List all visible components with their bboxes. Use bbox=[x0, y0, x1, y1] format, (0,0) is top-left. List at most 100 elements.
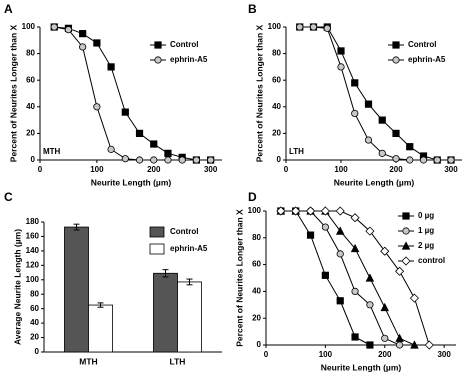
x-tick-label: 0 bbox=[38, 165, 43, 174]
y-tick-label: 80 bbox=[252, 233, 261, 242]
data-point bbox=[409, 293, 420, 303]
legend-label: Control bbox=[170, 40, 198, 49]
data-point bbox=[309, 23, 318, 31]
y-tick-label: 100 bbox=[268, 22, 282, 31]
data-point bbox=[93, 39, 101, 47]
x-tick-label: 100 bbox=[334, 165, 348, 174]
data-point bbox=[93, 103, 101, 111]
legend-swatch bbox=[149, 243, 165, 255]
data-point bbox=[150, 156, 158, 164]
x-tick-label: 300 bbox=[204, 165, 218, 174]
data-point bbox=[323, 24, 331, 32]
series-line bbox=[280, 210, 415, 346]
legend-label: 2 µg bbox=[418, 241, 434, 250]
x-axis-title: Neurite Length (µm) bbox=[91, 177, 172, 187]
data-point bbox=[135, 156, 144, 164]
data-point bbox=[406, 156, 414, 164]
y-tick-label: 0 bbox=[35, 347, 40, 356]
data-point bbox=[321, 223, 329, 231]
legend-marker bbox=[401, 256, 411, 266]
legend-label: 1 µg bbox=[418, 226, 434, 235]
data-point bbox=[351, 287, 359, 295]
bar bbox=[64, 226, 89, 353]
legend-label: ephrin-A5 bbox=[170, 244, 208, 253]
legend-label: Control bbox=[408, 40, 436, 49]
legend-label: 0 µg bbox=[418, 211, 434, 220]
data-point bbox=[366, 341, 374, 349]
y-tick-label: 60 bbox=[30, 304, 39, 313]
data-point bbox=[366, 301, 374, 309]
x-tick-label: 100 bbox=[90, 165, 104, 174]
data-point bbox=[365, 273, 375, 282]
data-point bbox=[305, 206, 316, 216]
error-bar bbox=[162, 269, 169, 278]
y-axis-title: Average Neurite Length (µm) bbox=[12, 229, 22, 345]
data-point bbox=[364, 136, 373, 144]
data-point bbox=[50, 23, 58, 31]
y-tick-label: 0 bbox=[257, 340, 262, 349]
data-point bbox=[364, 100, 373, 108]
x-tick-label: 0 bbox=[264, 350, 269, 359]
data-point bbox=[336, 297, 344, 305]
bar bbox=[153, 272, 178, 353]
data-point bbox=[351, 109, 359, 118]
x-tick-label: 300 bbox=[444, 165, 458, 174]
data-point bbox=[121, 108, 129, 116]
data-point bbox=[121, 155, 129, 163]
x-axis-title: Neurite Length (µm) bbox=[321, 362, 402, 372]
x-tick-label: 200 bbox=[389, 165, 403, 174]
legend-marker bbox=[392, 56, 400, 64]
panel-label: C bbox=[4, 190, 13, 204]
x-tick-label: 200 bbox=[378, 350, 392, 359]
data-point bbox=[291, 206, 301, 216]
y-tick-label: 140 bbox=[26, 246, 40, 255]
data-point bbox=[365, 226, 375, 236]
y-tick-label: 100 bbox=[22, 22, 36, 31]
data-point bbox=[164, 156, 172, 164]
annotation: LTH bbox=[289, 147, 304, 156]
data-point bbox=[350, 213, 360, 223]
y-tick-label: 60 bbox=[252, 260, 261, 269]
data-point bbox=[79, 30, 87, 38]
y-tick-label: 40 bbox=[26, 102, 35, 111]
legend-marker bbox=[392, 41, 400, 49]
data-point bbox=[351, 79, 359, 87]
legend-label: ephrin-A5 bbox=[408, 55, 446, 64]
error-bar bbox=[186, 278, 193, 286]
data-point bbox=[395, 333, 404, 342]
data-point bbox=[392, 155, 400, 163]
y-tick-label: 20 bbox=[26, 129, 35, 138]
y-tick-label: 180 bbox=[26, 217, 40, 226]
data-point bbox=[320, 206, 330, 216]
data-point bbox=[306, 231, 315, 239]
data-point bbox=[350, 243, 360, 253]
y-tick-label: 160 bbox=[26, 232, 40, 241]
error-bar bbox=[73, 223, 80, 231]
y-tick-label: 100 bbox=[26, 275, 40, 284]
y-axis-title: Percent of Neurites Longer than X bbox=[8, 24, 18, 162]
y-axis-title: Percent of Neurites Longer than X bbox=[234, 209, 244, 347]
data-point bbox=[337, 47, 345, 55]
data-point bbox=[433, 156, 441, 164]
data-point bbox=[335, 226, 345, 235]
data-point bbox=[337, 63, 345, 71]
y-tick-label: 40 bbox=[30, 318, 39, 327]
data-point bbox=[395, 341, 404, 349]
data-point bbox=[64, 26, 73, 34]
data-point bbox=[276, 206, 286, 216]
y-axis-title: Percent of Neurites Longer than X bbox=[254, 24, 264, 162]
data-point bbox=[395, 266, 405, 276]
data-point bbox=[107, 145, 115, 153]
y-tick-label: 20 bbox=[272, 129, 281, 138]
data-point bbox=[378, 116, 386, 124]
data-point bbox=[79, 43, 87, 51]
legend-marker bbox=[154, 56, 162, 64]
y-tick-label: 40 bbox=[272, 102, 281, 111]
data-point bbox=[178, 156, 186, 164]
panel-label: D bbox=[248, 190, 257, 204]
data-point bbox=[296, 23, 304, 31]
legend-marker bbox=[402, 227, 410, 235]
data-point bbox=[447, 156, 455, 164]
panel-label: A bbox=[4, 2, 13, 16]
data-point bbox=[410, 340, 419, 349]
